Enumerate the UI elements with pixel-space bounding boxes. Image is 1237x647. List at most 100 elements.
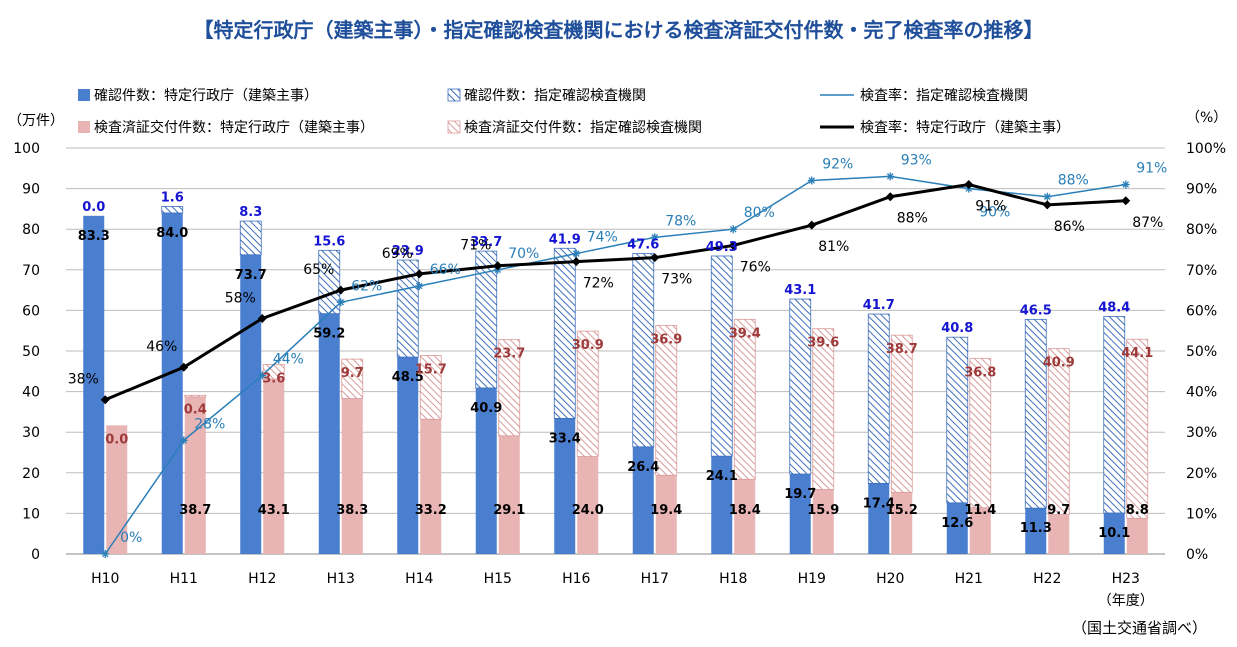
label-kensa-shitei: 36.9 <box>650 332 682 347</box>
asterisk-stroke <box>337 299 345 306</box>
label-rate-tokutei: 81% <box>818 239 849 255</box>
label-kakunin-tokutei: 48.5 <box>392 370 424 385</box>
legend-label: 検査済証交付件数：指定確認検査機関 <box>464 119 702 136</box>
label-kakunin-tokutei: 17.4 <box>863 496 895 511</box>
label-kensa-tokutei: 33.2 <box>415 503 447 518</box>
label-kensa-shitei: 3.6 <box>262 371 285 386</box>
label-kensa-tokutei: 29.1 <box>493 503 525 518</box>
bar-kakunin-shitei <box>161 206 184 214</box>
legend-swatch <box>447 120 461 134</box>
label-rate-tokutei: 71% <box>460 238 491 254</box>
label-rate-shitei: 88% <box>1058 173 1089 189</box>
bar-kensa-shitei <box>341 358 364 399</box>
label-kakunin-tokutei: 12.6 <box>941 516 973 531</box>
bar-kensa-tokutei <box>812 489 834 554</box>
bar-kensa-tokutei <box>341 398 363 554</box>
label-kensa-shitei: 30.9 <box>572 338 604 353</box>
source-note: （国土交通省調べ） <box>1071 619 1207 637</box>
bar-kensa-shitei <box>812 328 835 490</box>
y-right-tick-label: 50% <box>1186 344 1217 360</box>
y-right-tick-label: 0% <box>1186 547 1208 563</box>
legend-rate-tokutei: 検査率：特定行政庁（建築主事） <box>820 119 1070 136</box>
y-right-tick-label: 10% <box>1186 506 1217 522</box>
label-rate-shitei: 44% <box>273 351 304 367</box>
bar-kakunin-tokutei <box>397 357 419 554</box>
y-left-tick-label: 10 <box>22 506 40 522</box>
label-kensa-shitei: 39.6 <box>807 336 839 351</box>
x-axis-label: （年度） <box>1098 593 1154 609</box>
label-kensa-shitei: 36.8 <box>964 365 996 380</box>
bar-kakunin-tokutei <box>946 502 968 554</box>
line-rate-shitei-marker <box>729 225 738 234</box>
label-rate-tokutei: 76% <box>740 259 771 275</box>
line-rate-tokutei-marker <box>414 269 424 279</box>
asterisk-stroke <box>258 372 266 379</box>
y-left-tick-label: 50 <box>22 344 40 360</box>
x-tick-label: H21 <box>955 571 983 587</box>
y-left-tick-label: 90 <box>22 182 40 198</box>
bar-kensa-tokutei <box>734 479 756 554</box>
x-tick-label: H23 <box>1112 571 1140 587</box>
bar-kakunin-tokutei <box>161 212 183 554</box>
bar-kakunin-tokutei <box>1025 508 1047 554</box>
label-kakunin-tokutei: 73.7 <box>235 268 267 283</box>
y-left-tick-label: 70 <box>22 263 40 279</box>
label-kensa-tokutei: 43.1 <box>258 503 290 518</box>
label-rate-tokutei: 38% <box>68 372 99 388</box>
bar-kensa-tokutei <box>1048 514 1070 554</box>
bar-kakunin-shitei <box>318 249 341 315</box>
label-kensa-shitei: 15.7 <box>415 362 447 377</box>
label-rate-tokutei: 46% <box>146 339 177 355</box>
bar-kensa-tokutei <box>498 435 520 554</box>
bar-kakunin-shitei <box>553 247 576 419</box>
label-kakunin-tokutei: 10.1 <box>1098 526 1130 541</box>
bar-kakunin-shitei <box>867 313 890 484</box>
line-rate-tokutei-marker <box>650 253 660 263</box>
label-kensa-tokutei: 15.9 <box>807 503 839 518</box>
legend-swatch <box>78 89 90 101</box>
bar-kensa-shitei <box>969 357 992 509</box>
label-rate-tokutei: 65% <box>303 262 334 278</box>
label-kakunin-tokutei: 26.4 <box>627 460 659 475</box>
label-kakunin-shitei: 47.6 <box>627 238 659 253</box>
x-tick-label: H11 <box>170 571 198 587</box>
label-rate-tokutei: 58% <box>225 291 256 307</box>
y-right-tick-label: 40% <box>1186 385 1217 401</box>
label-kensa-shitei: 40.9 <box>1043 356 1075 371</box>
y-left-axis-label: （万件） <box>8 113 64 129</box>
label-rate-shitei: 62% <box>351 278 382 294</box>
legend-label: 検査率：特定行政庁（建築主事） <box>860 119 1070 136</box>
legend-kensa-shitei: 検査済証交付件数：指定確認検査機関 <box>447 119 702 136</box>
label-kakunin-tokutei: 24.1 <box>706 469 738 484</box>
bar-kakunin-tokutei <box>868 483 890 554</box>
label-rate-shitei: 70% <box>508 246 539 262</box>
y-right-tick-label: 90% <box>1186 182 1217 198</box>
y-right-tick-label: 60% <box>1186 303 1217 319</box>
bar-kensa-shitei <box>655 325 678 476</box>
bar-kensa-tokutei <box>420 419 442 554</box>
y-right-tick-label: 30% <box>1186 425 1217 441</box>
label-rate-tokutei: 88% <box>897 211 928 227</box>
bar-kensa-shitei <box>1126 338 1149 519</box>
x-tick-label: H17 <box>641 571 669 587</box>
bar-kensa-tokutei <box>1126 518 1148 554</box>
line-rate-tokutei-marker <box>336 285 346 295</box>
bar-kensa-shitei <box>733 318 756 480</box>
line-rate-tokutei-marker <box>964 180 974 190</box>
label-kakunin-shitei: 41.7 <box>863 298 895 313</box>
bar-kensa-shitei <box>890 334 913 493</box>
label-kensa-tokutei: 15.2 <box>886 503 918 518</box>
x-tick-label: H10 <box>91 571 119 587</box>
label-kensa-shitei: 23.7 <box>493 347 525 362</box>
line-rate-shitei-marker <box>807 176 816 185</box>
x-tick-label: H22 <box>1033 571 1061 587</box>
line-rate-shitei-marker <box>179 436 188 445</box>
line-rate-shitei-marker <box>886 172 895 181</box>
y-right-axis-label: （%） <box>1186 110 1227 126</box>
label-rate-shitei: 91% <box>1136 161 1167 177</box>
label-kensa-tokutei: 19.4 <box>650 503 682 518</box>
bar-kakunin-shitei <box>1103 316 1126 514</box>
line-rate-tokutei-marker <box>179 362 189 372</box>
label-kensa-shitei: 38.7 <box>886 342 918 357</box>
asterisk-stroke <box>886 173 894 180</box>
